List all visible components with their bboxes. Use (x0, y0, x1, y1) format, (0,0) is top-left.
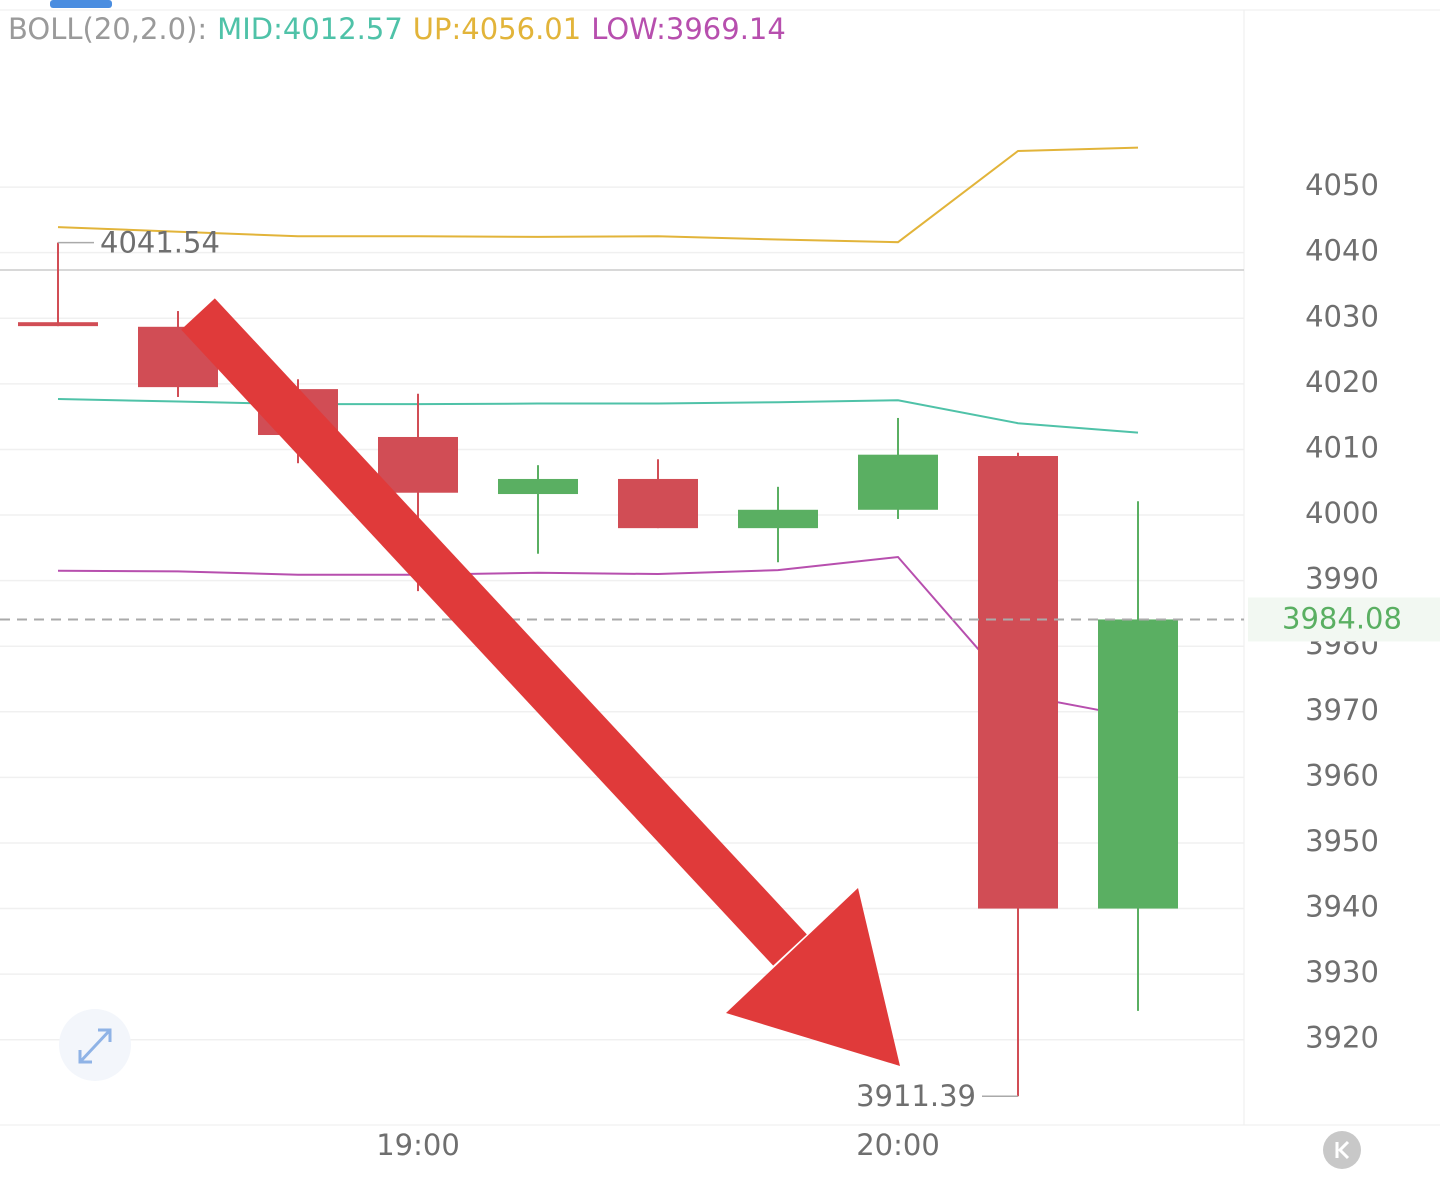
x-tick-label: 19:00 (376, 1128, 460, 1162)
y-tick-label: 4030 (1305, 299, 1379, 333)
candle-body (858, 454, 938, 510)
legend-entry: UP:4056.01 (413, 12, 581, 46)
candle-body (18, 322, 98, 327)
max-label: 4041.54 (100, 226, 220, 260)
tab-indicator (50, 0, 112, 8)
candle-body (378, 436, 458, 493)
reset-button[interactable] (1323, 1131, 1361, 1169)
band-line (57, 555, 1139, 719)
price-tag: 3984.08 (1282, 601, 1402, 635)
trend-arrow (181, 298, 900, 1066)
candle-body (498, 478, 578, 495)
y-tick-label: 3940 (1305, 890, 1379, 924)
y-tick-label: 3950 (1305, 824, 1379, 858)
y-tick-label: 4000 (1305, 496, 1379, 530)
y-tick-label: 3960 (1305, 758, 1379, 792)
y-tick-label: 3970 (1305, 693, 1379, 727)
y-tick-label: 3920 (1305, 1021, 1379, 1055)
candle-body (618, 478, 698, 529)
price-tag-bg (1248, 597, 1440, 642)
y-tick-label: 4050 (1305, 168, 1379, 202)
band-line (57, 146, 1139, 244)
labels: 4050404040304020401040003990398039703960… (0, 168, 1440, 1162)
arrow-head (726, 888, 900, 1066)
candle-body (738, 509, 818, 529)
candle-body (978, 456, 1058, 909)
reset-icon[interactable] (1335, 1140, 1350, 1160)
header: BOLL(20,2.0): MID:4012.57 UP:4056.01 LOW:39… (8, 12, 786, 46)
legend-entry: MID:4012.57 (217, 12, 403, 46)
y-tick-label: 4020 (1305, 365, 1379, 399)
arrow-shaft (181, 298, 807, 966)
y-tick-label: 3990 (1305, 562, 1379, 596)
expand-icon[interactable] (78, 1028, 112, 1064)
y-tick-label: 4040 (1305, 234, 1379, 268)
y-tick-label: 3930 (1305, 955, 1379, 989)
indicator-label: BOLL(20,2.0): (8, 12, 207, 46)
x-tick-label: 20:00 (856, 1128, 940, 1162)
expand-button[interactable] (59, 1009, 131, 1081)
band-line (57, 397, 1139, 434)
bollinger-bands (57, 146, 1139, 719)
legend-entry: LOW:3969.14 (591, 12, 786, 46)
min-label: 3911.39 (856, 1079, 976, 1113)
y-tick-label: 4010 (1305, 430, 1379, 464)
candle-body (1098, 619, 1178, 909)
